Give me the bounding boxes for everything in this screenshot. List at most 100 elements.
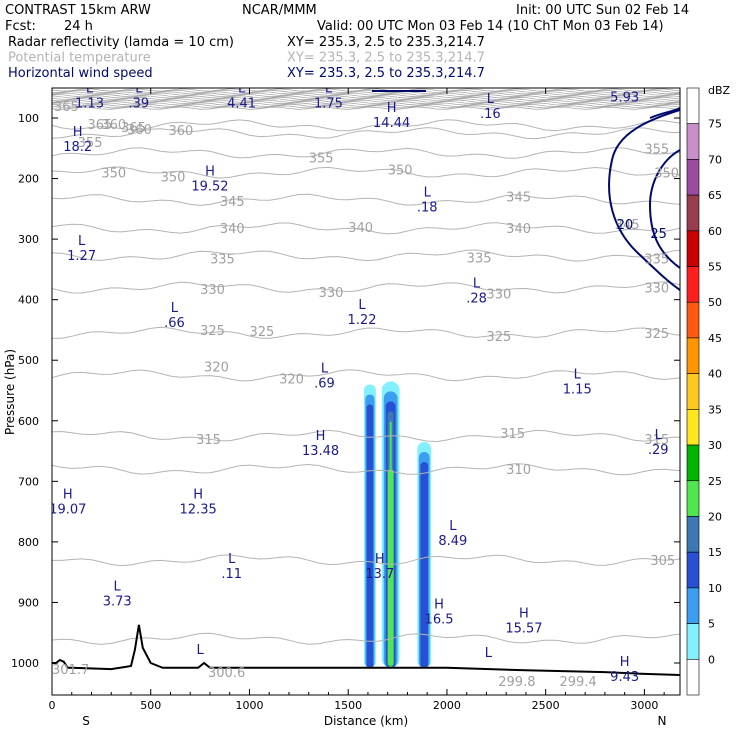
extremum-value: 4.41 <box>227 97 256 112</box>
colorbar-segment <box>686 230 700 267</box>
colorbar-tick-label: 30 <box>708 439 722 452</box>
theta-label: 310 <box>506 463 531 478</box>
theta-contour-upper <box>52 93 680 98</box>
high-marker: H <box>375 552 385 567</box>
low-marker: L <box>449 519 457 534</box>
theta-label: 315 <box>500 427 525 442</box>
extremum-value: .16 <box>480 107 501 122</box>
field-xy: XY= 235.3, 2.5 to 235.3,214.7 <box>287 35 485 50</box>
field-name: Horizontal wind speed <box>8 66 153 81</box>
extremum-value: 16.5 <box>425 613 454 628</box>
extremum-value: 1.27 <box>67 249 96 264</box>
high-marker: H <box>205 165 215 180</box>
y-axis-label: Pressure (hPa) <box>3 349 17 435</box>
theta-label: 330 <box>486 288 511 303</box>
high-marker: H <box>620 655 630 670</box>
extremum-value: 13.7 <box>365 567 394 582</box>
extremum-value: .11 <box>221 567 242 582</box>
low-marker: L <box>114 579 122 594</box>
low-marker: L <box>135 82 143 97</box>
theta-label: 330 <box>200 283 225 298</box>
colorbar-tick-label: 60 <box>708 225 722 238</box>
x-tick-label: 3000 <box>630 699 658 712</box>
theta-label: 325 <box>200 324 225 339</box>
extremum-value: .29 <box>648 443 669 458</box>
x-axis-south-label: S <box>82 714 90 728</box>
x-axis-label: Distance (km) <box>324 714 408 728</box>
extremum-value: 1.75 <box>314 97 343 112</box>
y-tick-label: 200 <box>18 173 39 186</box>
low-marker: L <box>473 277 481 292</box>
terrain-line <box>52 624 680 676</box>
theta-contour-360 <box>52 127 680 140</box>
colorbar-segment <box>686 409 700 446</box>
colorbar-segment <box>686 623 700 660</box>
extremum-value: 5.93 <box>610 91 639 106</box>
colorbar-tick-label: 65 <box>708 189 722 202</box>
colorbar-segment <box>686 337 700 374</box>
extremum-value: 9.43 <box>610 670 639 685</box>
forecast-hour: 24 h <box>64 19 93 34</box>
theta-label: 350 <box>654 167 679 182</box>
theta-label: 345 <box>506 191 531 206</box>
wind-contour-20 <box>608 109 680 291</box>
x-tick-label: 1000 <box>235 699 263 712</box>
colorbar-segment <box>686 444 700 482</box>
reflectivity-core <box>387 469 394 667</box>
low-marker: L <box>487 92 495 107</box>
colorbar-tick-label: 75 <box>708 118 722 131</box>
reflectivity-cell-3 <box>420 461 429 668</box>
low-marker: L <box>655 428 663 443</box>
colorbar-segment <box>686 194 700 232</box>
field-xy: XY= 235.3, 2.5 to 235.3,214.7 <box>287 51 485 66</box>
low-marker: L <box>196 643 204 658</box>
colorbar-tick-label: 25 <box>708 475 722 488</box>
org-label: NCAR/MMM <box>242 3 317 18</box>
wind-contours <box>372 90 680 291</box>
extremum-value: 1.22 <box>348 313 377 328</box>
high-marker: H <box>63 487 73 502</box>
colorbar-tick-label: 50 <box>708 296 722 309</box>
extremum-value: .69 <box>314 376 335 391</box>
y-tick-label: 300 <box>18 233 39 246</box>
x-tick-label: 0 <box>49 699 56 712</box>
theta-label: 305 <box>650 554 675 569</box>
theta-contour-upper <box>52 89 680 94</box>
field-name: Radar reflectivity (lamda = 10 cm) <box>8 35 234 50</box>
wind-contour-25 <box>648 149 680 269</box>
colorbar-segment <box>686 123 700 160</box>
theta-label: 335 <box>467 251 492 266</box>
low-marker: L <box>325 82 333 97</box>
forecast-label: Fcst: <box>5 19 36 34</box>
extremum-value: .66 <box>164 316 185 331</box>
theta-label: 325 <box>486 330 511 345</box>
theta-contour-355 <box>52 146 680 159</box>
plot-frame <box>51 87 681 696</box>
colorbar-tick-label: 40 <box>708 368 722 381</box>
theta-label: 355 <box>78 136 103 151</box>
theta-contour-upper <box>52 102 680 106</box>
theta-label: 335 <box>210 252 235 267</box>
colorbar-tick-label: 10 <box>708 582 722 595</box>
theta-contour-365 <box>52 119 680 132</box>
extremum-value: .18 <box>417 201 438 216</box>
theta-label: 350 <box>101 167 126 182</box>
theta-label: 315 <box>644 433 669 448</box>
low-marker: L <box>171 301 179 316</box>
colorbar-tick-label: 15 <box>708 546 722 559</box>
theta-label: 335 <box>644 252 669 267</box>
high-marker: H <box>519 607 529 622</box>
theta-label: 355 <box>309 151 334 166</box>
theta-label: 365 <box>121 121 146 136</box>
theta-label: 340 <box>220 222 245 237</box>
colorbar-unit: dBZ <box>708 84 731 97</box>
init-time: Init: 00 UTC Sun 02 Feb 14 <box>516 3 689 18</box>
y-tick-label: 500 <box>18 354 39 367</box>
high-marker: H <box>434 598 444 613</box>
colorbar-segment <box>686 159 700 196</box>
extremum-value: .39 <box>129 97 150 112</box>
